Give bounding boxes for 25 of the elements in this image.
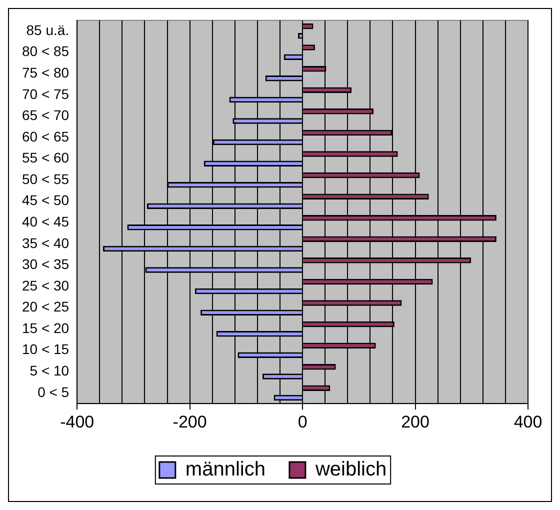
y-tick-label: 5 < 10: [30, 362, 70, 379]
y-tick-label: 20 < 25: [22, 298, 70, 315]
y-tick-label: 10 < 15: [22, 341, 70, 358]
x-tick-label: -200: [172, 412, 207, 432]
y-tick-label: 45 < 50: [22, 192, 70, 208]
y-tick-label: 25 < 30: [22, 277, 70, 294]
x-tick-label: -400: [60, 412, 94, 432]
x-tick-label: 0: [298, 412, 308, 432]
x-tick-label: 200: [401, 412, 430, 432]
y-tick-label: 30 < 35: [22, 256, 70, 272]
legend-label: weiblich: [314, 458, 387, 481]
y-tick-label: 75 < 80: [22, 64, 70, 80]
y-tick-label: 55 < 60: [22, 150, 70, 166]
y-tick-label: 50 < 55: [22, 170, 70, 187]
y-tick-label: 80 < 85: [22, 43, 70, 60]
y-tick-label: 85 u.ä.: [26, 22, 70, 38]
y-tick-label: 40 < 45: [22, 214, 70, 230]
y-tick-label: 15 < 20: [22, 320, 70, 336]
y-tick-label: 60 < 65: [22, 128, 70, 144]
x-tick-label: 400: [514, 412, 542, 432]
y-tick-label: 70 < 75: [22, 86, 70, 102]
y-tick-label: 65 < 70: [22, 107, 70, 124]
legend-label: männlich: [185, 458, 266, 481]
y-tick-label: 35 < 40: [22, 234, 70, 251]
y-tick-label: 0 < 5: [38, 384, 70, 400]
